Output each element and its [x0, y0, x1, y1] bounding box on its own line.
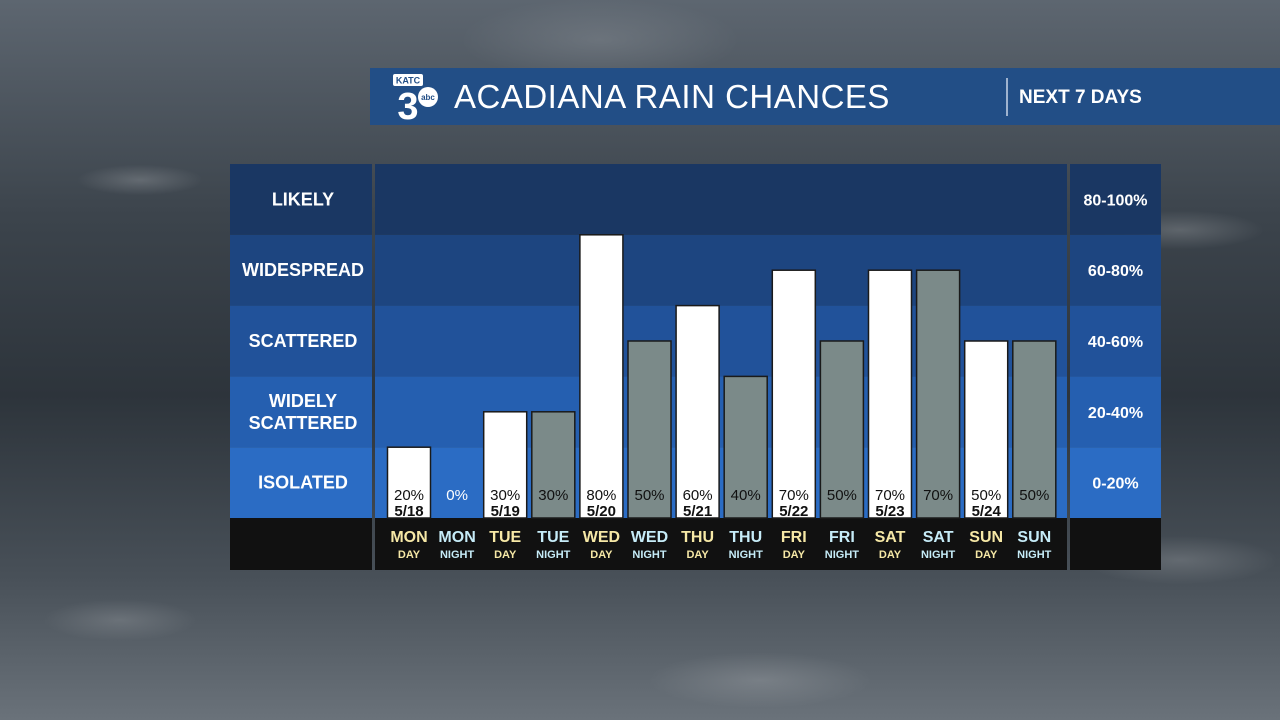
bar-value-label: 20% [394, 487, 424, 504]
bar-value-label: 60% [683, 487, 713, 504]
day-bar [482, 411, 528, 519]
axis-period-label: NIGHT [536, 549, 571, 561]
band-range-cell [1070, 305, 1161, 377]
day-bar [771, 269, 817, 519]
band-label-cell [230, 305, 372, 377]
bar-value-label: 50% [971, 487, 1001, 504]
band-label-cell [230, 164, 372, 235]
day-bar [867, 269, 913, 519]
day-bar [386, 446, 432, 519]
band-range-cell [1070, 376, 1161, 448]
axis-day-label: SUN [1017, 529, 1051, 546]
bar-date-label: 5/19 [491, 503, 520, 520]
bar-date-label: 5/18 [394, 503, 423, 520]
axis-period-label: NIGHT [825, 549, 860, 561]
band-range-label: 20-40% [1088, 405, 1143, 422]
day-bar [963, 340, 1009, 519]
band-label: ISOLATED [258, 473, 348, 493]
day-bar [675, 304, 720, 519]
bar-value-label: 0% [446, 487, 468, 504]
band-label-cell [230, 447, 372, 518]
bar-value-label: 30% [538, 487, 568, 504]
bar-value-label: 80% [586, 487, 616, 504]
plot-band [375, 376, 1067, 448]
axis-period-label: NIGHT [632, 549, 667, 561]
axis-period-label: DAY [494, 549, 517, 561]
axis-day-label: WED [631, 529, 668, 546]
bar-value-label: 30% [490, 487, 520, 504]
band-label-cell [230, 234, 372, 306]
axis-period-label: DAY [783, 549, 806, 561]
night-bar [915, 269, 961, 519]
bar-date-label: 5/23 [875, 503, 904, 520]
axis-period-label: DAY [686, 549, 709, 561]
axis-day-label: THU [729, 529, 762, 546]
bar-value-label: 50% [1019, 487, 1049, 504]
plot-band [375, 305, 1067, 377]
axis-day-label: SAT [875, 529, 906, 546]
bar-date-label: 5/22 [779, 503, 808, 520]
plot-band [375, 234, 1067, 306]
plot-band [375, 447, 1067, 518]
band-range-label: 80-100% [1083, 192, 1147, 209]
page-subtitle: NEXT 7 DAYS [1019, 87, 1142, 108]
axis-period-label: DAY [398, 549, 421, 561]
night-bar [723, 375, 768, 519]
header-divider [1006, 78, 1008, 116]
band-range-label: 40-60% [1088, 334, 1143, 351]
svg-text:KATC: KATC [396, 76, 421, 86]
axis-day-label: TUE [537, 529, 569, 546]
bar-value-label: 50% [827, 487, 857, 504]
band-range-label: 60-80% [1088, 263, 1143, 280]
band-label: LIKELY [272, 189, 334, 209]
bar-value-label: 70% [875, 487, 905, 504]
night-bar [1012, 340, 1057, 519]
night-bar [819, 340, 865, 519]
bar-value-label: 70% [779, 487, 809, 504]
band-range-cell [1070, 164, 1161, 235]
katc-logo-icon: KATC 3 abc [393, 74, 438, 122]
axis-day-label: TUE [489, 529, 521, 546]
axis-day-label: THU [681, 529, 714, 546]
band-range-cell [1070, 447, 1161, 518]
bar-date-label: 5/24 [972, 503, 1002, 520]
bar-date-label: 5/20 [587, 503, 616, 520]
axis-day-label: FRI [781, 529, 807, 546]
bar-value-label: 40% [731, 487, 761, 504]
svg-text:abc: abc [421, 93, 435, 102]
night-bar [531, 411, 576, 519]
axis-day-label: MON [438, 529, 475, 546]
axis-period-label: DAY [975, 549, 998, 561]
svg-text:3: 3 [397, 86, 418, 122]
page-title: ACADIANA RAIN CHANCES [454, 78, 890, 115]
axis-day-label: SAT [923, 529, 954, 546]
band-range-cell [1070, 234, 1161, 306]
axis-strip [375, 518, 1067, 570]
bar-date-label: 5/21 [683, 503, 712, 520]
axis-period-label: NIGHT [440, 549, 475, 561]
axis-period-label: DAY [590, 549, 613, 561]
day-bar [579, 234, 624, 519]
plot-band [375, 164, 1067, 235]
band-label-cell [230, 376, 372, 448]
bar-value-label: 50% [634, 487, 664, 504]
axis-period-label: NIGHT [921, 549, 956, 561]
band-range-label: 0-20% [1092, 476, 1138, 493]
axis-day-label: SUN [969, 529, 1003, 546]
axis-right-cell [1070, 518, 1161, 570]
night-bar [627, 340, 672, 519]
axis-day-label: FRI [829, 529, 855, 546]
header-bar: KATC 3 abc ACADIANA RAIN CHANCES NEXT 7 … [370, 68, 1280, 125]
band-label: WIDESPREAD [242, 260, 364, 280]
bar-value-label: 70% [923, 487, 953, 504]
axis-period-label: NIGHT [1017, 549, 1052, 561]
axis-period-label: NIGHT [729, 549, 764, 561]
axis-period-label: DAY [879, 549, 902, 561]
axis-left-cell [230, 518, 372, 570]
axis-day-label: WED [583, 529, 620, 546]
band-label: SCATTERED [249, 331, 358, 351]
band-label: WIDELY SCATTERED [249, 391, 358, 433]
axis-day-label: MON [390, 529, 427, 546]
